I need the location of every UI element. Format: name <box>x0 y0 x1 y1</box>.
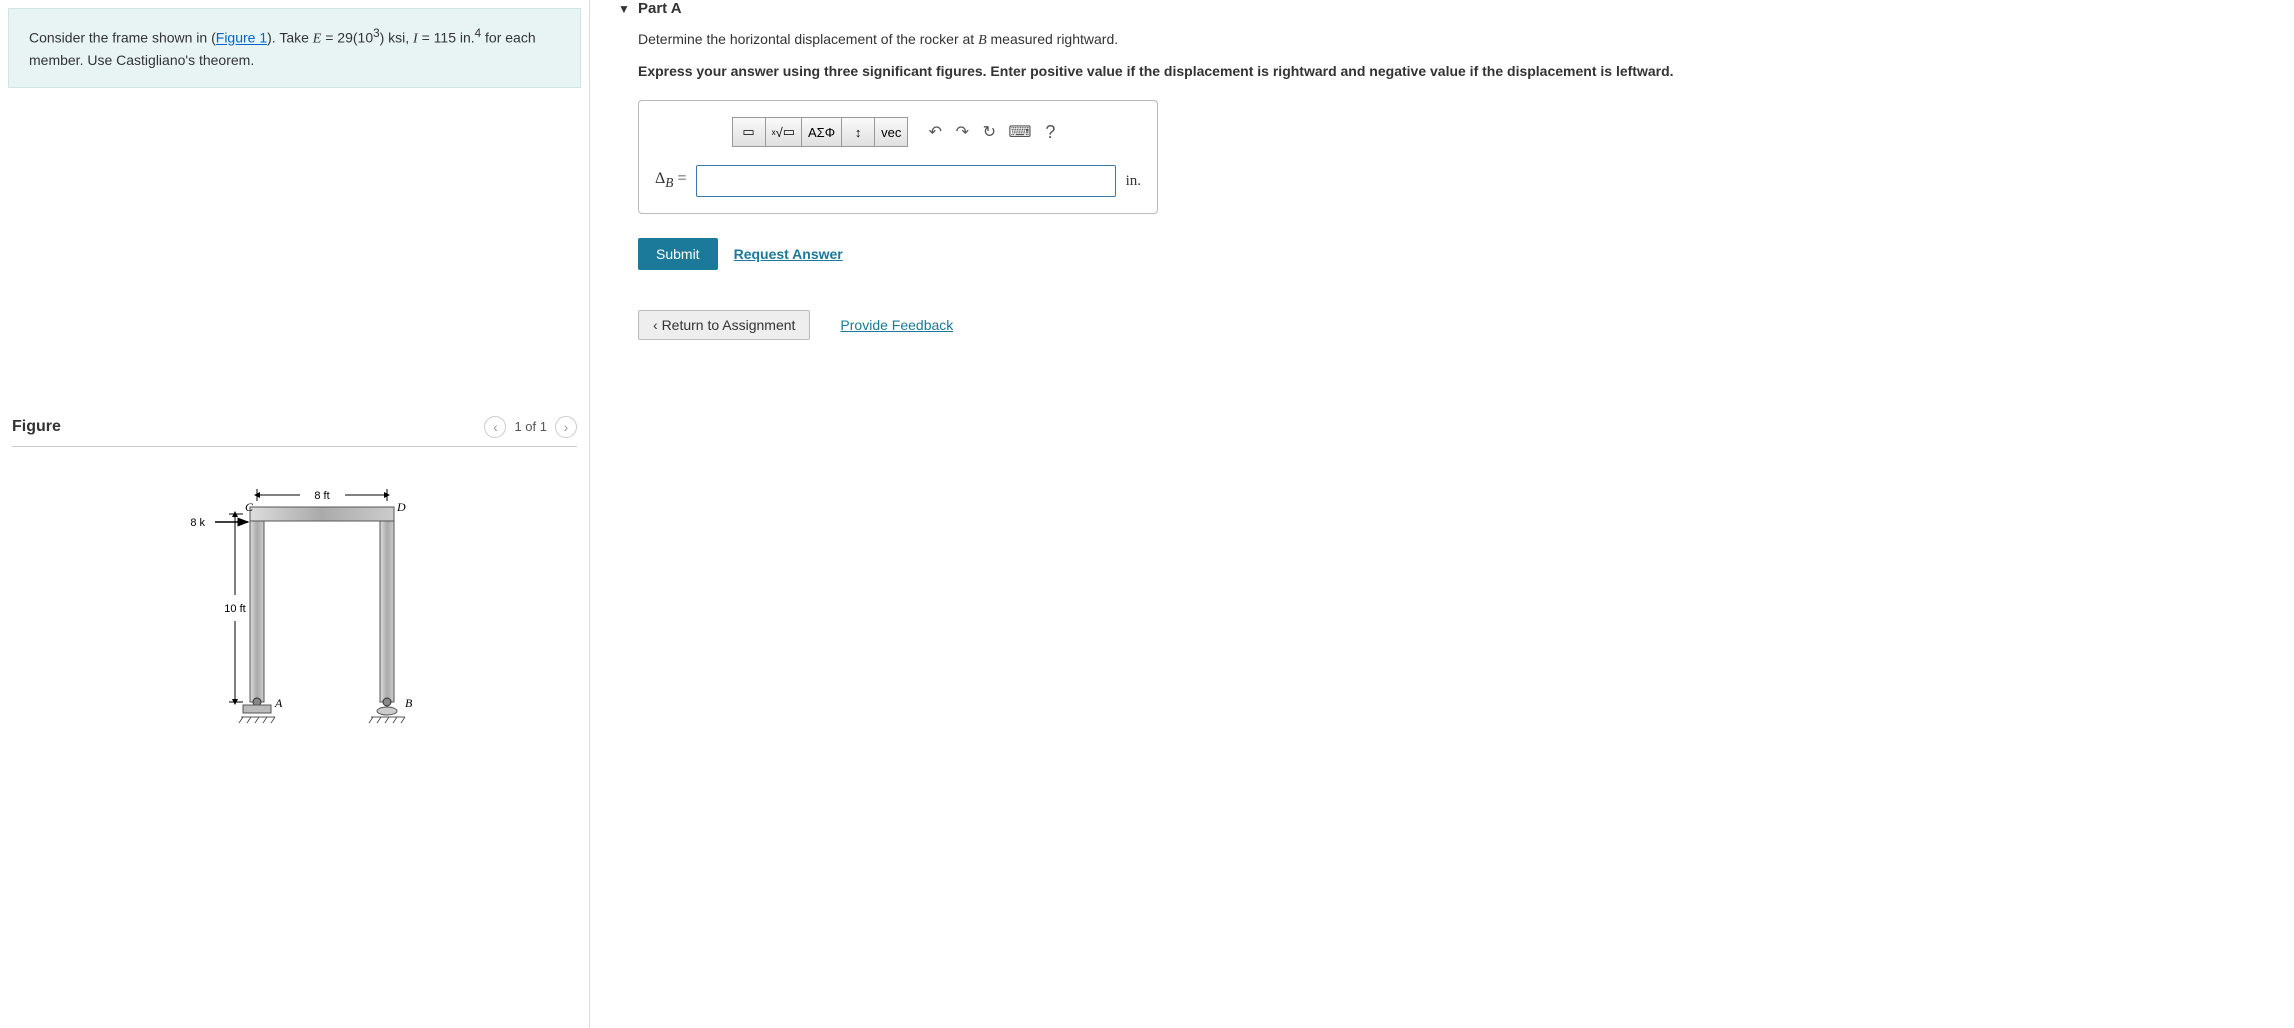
figure-section: Figure ‹ 1 of 1 › <box>0 408 589 735</box>
figure-pager: ‹ 1 of 1 › <box>484 416 577 438</box>
eq-I: = 115 in. <box>418 30 475 46</box>
equation-toolbar: ▭ x√▭ ΑΣΦ ↕ vec ↶ ↷ ↻ ⌨ ? <box>655 117 1141 147</box>
unit-E: ) ksi, <box>380 30 413 46</box>
pager-next-button[interactable]: › <box>555 416 577 438</box>
dim-left-label: 10 ft <box>224 603 245 615</box>
caret-down-icon: ▼ <box>618 2 630 16</box>
answer-label: ΔB = <box>655 170 686 191</box>
part-title: Part A <box>638 0 682 17</box>
tb-greek-button[interactable]: ΑΣΦ <box>801 117 842 147</box>
problem-statement: Consider the frame shown in (Figure 1). … <box>8 8 581 88</box>
left-panel: Consider the frame shown in (Figure 1). … <box>0 0 590 1028</box>
chevron-left-icon: ‹ <box>653 317 662 333</box>
tb-sqrt-button[interactable]: x√▭ <box>765 117 802 147</box>
part-header[interactable]: ▼ Part A <box>610 0 2274 29</box>
problem-text-1: Consider the frame shown in ( <box>29 30 216 46</box>
problem-text-2: ). Take <box>267 30 313 46</box>
pt-A: A <box>274 696 283 710</box>
submit-button[interactable]: Submit <box>638 238 718 270</box>
pager-text: 1 of 1 <box>514 419 547 434</box>
pt-B: B <box>405 696 413 710</box>
tb-template-button[interactable]: ▭ <box>732 117 766 147</box>
tb-keyboard-button[interactable]: ⌨ <box>1002 117 1037 147</box>
request-answer-link[interactable]: Request Answer <box>734 246 843 262</box>
answer-input[interactable] <box>696 165 1115 197</box>
figure-title: Figure <box>12 418 61 436</box>
tb-updown-button[interactable]: ↕ <box>841 117 875 147</box>
tb-help-button[interactable]: ? <box>1036 117 1064 147</box>
question-text: Determine the horizontal displacement of… <box>638 29 2274 51</box>
tb-vec-button[interactable]: vec <box>874 117 908 147</box>
tb-reset-button[interactable]: ↻ <box>975 117 1003 147</box>
answer-unit: in. <box>1126 173 1141 190</box>
tb-redo-button[interactable]: ↷ <box>948 117 976 147</box>
return-button[interactable]: ‹ Return to Assignment <box>638 310 810 340</box>
eq-E: = 29(10 <box>321 30 373 46</box>
frame-diagram: 8 ft 10 ft 8 k C D A B <box>145 467 445 727</box>
pt-C: C <box>245 500 254 514</box>
pager-prev-button[interactable]: ‹ <box>484 416 506 438</box>
right-panel: ▼ Part A Determine the horizontal displa… <box>590 0 2294 1028</box>
tb-undo-button[interactable]: ↶ <box>921 117 949 147</box>
pt-D: D <box>396 500 406 514</box>
question-instruction: Express your answer using three signific… <box>638 61 2274 82</box>
load-label: 8 k <box>190 517 205 529</box>
dim-top-label: 8 ft <box>314 490 329 502</box>
feedback-link[interactable]: Provide Feedback <box>840 317 953 333</box>
answer-box: ▭ x√▭ ΑΣΦ ↕ vec ↶ ↷ ↻ ⌨ ? ΔB = <box>638 100 1158 214</box>
figure-link[interactable]: Figure 1 <box>216 30 267 46</box>
